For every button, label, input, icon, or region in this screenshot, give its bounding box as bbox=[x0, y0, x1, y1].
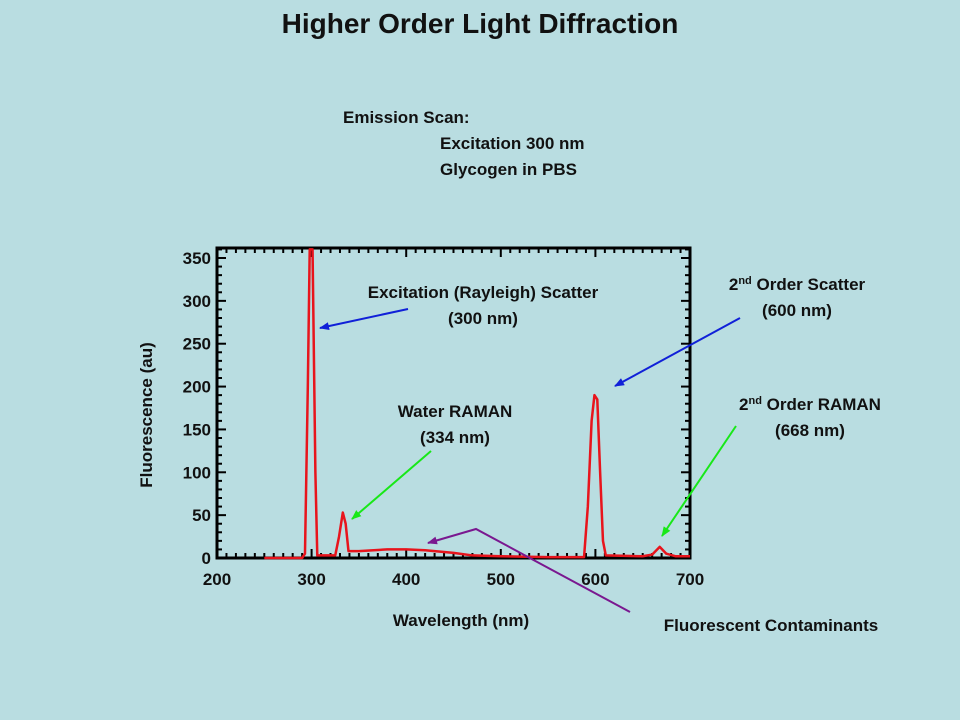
y-axis-label: Fluorescence (au) bbox=[137, 342, 156, 488]
contaminants-annotation: Fluorescent Contaminants bbox=[663, 616, 879, 635]
second-raman-arrow bbox=[661, 425, 737, 537]
second-scatter-arrow bbox=[614, 317, 741, 387]
second-scatter-label: 2nd Order Scatter bbox=[729, 272, 865, 298]
x-axis-label: Wavelength (nm) bbox=[392, 611, 530, 630]
second-raman-label: 2nd Order RAMAN bbox=[739, 392, 881, 418]
contaminants-arrow bbox=[427, 527, 631, 613]
sample-label: Glycogen in PBS bbox=[440, 160, 577, 179]
ordinal-num: 2 bbox=[739, 395, 749, 414]
second-scatter-wavelength: (600 nm) bbox=[762, 301, 832, 320]
y-tick-label: 250 bbox=[183, 335, 211, 354]
ordinal-suffix: nd bbox=[748, 395, 762, 407]
y-tick-label: 0 bbox=[202, 549, 211, 568]
emission-scan-heading: Emission Scan: bbox=[343, 108, 470, 127]
y-tick-label: 100 bbox=[183, 463, 211, 482]
x-tick-label: 300 bbox=[297, 570, 325, 589]
ordinal-num: 2 bbox=[728, 275, 739, 294]
water-raman-wavelength: (334 nm) bbox=[420, 428, 490, 447]
excitation-label: Excitation 300 nm bbox=[440, 134, 585, 153]
rayleigh-label: Excitation (Rayleigh) Scatter bbox=[367, 283, 599, 302]
ordinal-suffix: nd bbox=[738, 275, 752, 287]
y-tick-label: 150 bbox=[183, 420, 211, 439]
water-raman-annotation: Water RAMAN (334 nm) bbox=[398, 399, 513, 451]
series-line bbox=[264, 248, 690, 560]
y-tick-label: 300 bbox=[183, 292, 211, 311]
x-tick-label: 400 bbox=[392, 570, 420, 589]
x-tick-label: 500 bbox=[487, 570, 515, 589]
label-rest: Order Scatter bbox=[751, 275, 866, 294]
x-tick-label: 600 bbox=[581, 570, 609, 589]
label-rest: Order RAMAN bbox=[761, 395, 881, 414]
y-tick-label: 200 bbox=[183, 378, 211, 397]
y-tick-label: 350 bbox=[183, 249, 211, 268]
water-raman-label: Water RAMAN bbox=[397, 402, 513, 421]
x-tick-label: 700 bbox=[676, 570, 704, 589]
x-tick-label: 200 bbox=[203, 570, 231, 589]
second-raman-annotation: 2nd Order RAMAN (668 nm) bbox=[739, 392, 881, 444]
rayleigh-arrow bbox=[319, 308, 409, 331]
slide-title: Higher Order Light Diffraction bbox=[281, 8, 679, 39]
second-scatter-annotation: 2nd Order Scatter (600 nm) bbox=[729, 272, 865, 324]
second-raman-wavelength: (668 nm) bbox=[775, 421, 845, 440]
y-tick-label: 50 bbox=[192, 506, 211, 525]
rayleigh-wavelength: (300 nm) bbox=[448, 309, 518, 328]
rayleigh-annotation: Excitation (Rayleigh) Scatter (300 nm) bbox=[368, 280, 599, 332]
water-raman-arrow bbox=[351, 450, 432, 520]
